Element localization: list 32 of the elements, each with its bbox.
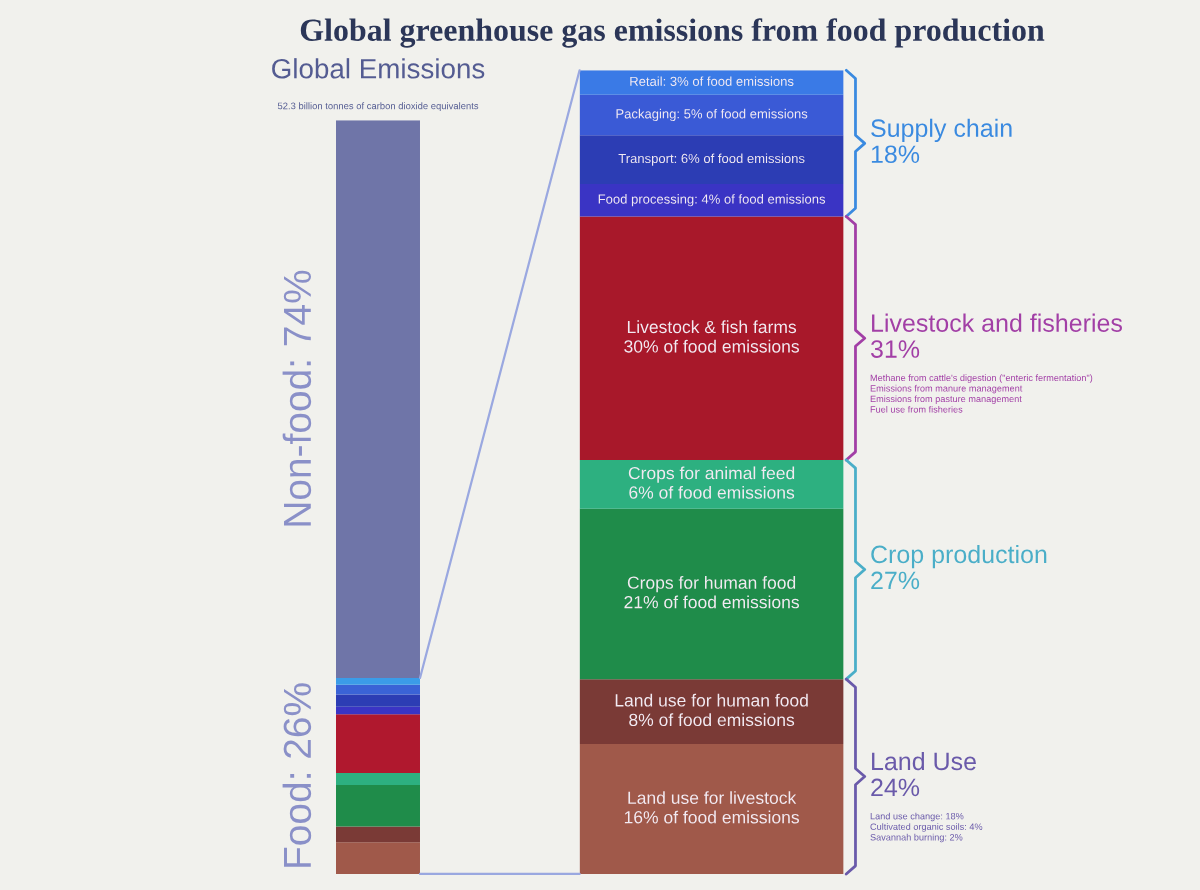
text: Supply chain 18% [871,118,1012,164]
bar [579,744,844,874]
data-label: Crops for human food 21% of food emissions [624,576,800,609]
data-label: Land use for human food 8% of food emissions [615,693,808,727]
bar [579,70,844,95]
bar [336,826,420,843]
bar [579,183,844,217]
data-label: Livestock & fish farms 30% of food emissions [624,320,800,353]
bar [579,216,844,460]
bar [336,694,420,707]
text: Global greenhouse gas emissions from food production [300,18,1045,48]
bar [336,785,420,827]
annotation: Food: 26% [282,683,312,867]
bar [579,679,844,745]
bar [336,772,420,786]
annotation: Non-food: 74% [282,270,312,526]
text: Livestock and fisheries 31% [870,313,1122,358]
bar [579,94,844,136]
data-label: Crops for animal feed 6% of food emissions [628,466,795,499]
text: Crop production 27% [871,544,1047,590]
bar [579,508,844,680]
text: Land Use 24% [871,751,976,797]
data-label: Land use for livestock 16% of food emissions [624,791,800,824]
bar [336,684,420,695]
bar [336,714,420,773]
bar [579,135,844,184]
bar [336,706,420,715]
bar [336,677,420,685]
bar [579,459,844,509]
bar [336,842,420,874]
x-tick-label: Global Emissions [272,58,485,79]
bar [336,120,420,678]
